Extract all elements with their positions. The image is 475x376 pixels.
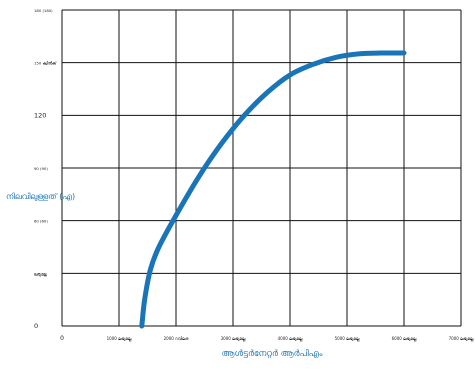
y-tick-label: ലഭ്യമല്ല xyxy=(34,271,47,277)
y-tick-label: 150 ക്വിൽക് xyxy=(34,61,57,66)
x-tick-label: 2000 റവിലര xyxy=(164,336,189,341)
y-axis-label: നിലവിലുള്ളത് (എ) xyxy=(6,192,75,202)
x-tick-label: 7000 ലഭ്യമല്ല xyxy=(449,336,474,342)
grid xyxy=(61,9,462,327)
y-tick-label: 180 (180) xyxy=(34,8,53,13)
y-tick-label: 0 xyxy=(34,322,38,330)
x-tick-label: 4000 ലഭ്യമല്ല xyxy=(278,336,303,342)
x-tick-label: 6000 ലഭ്യമല്ല xyxy=(392,336,417,342)
y-tick-label: 120 xyxy=(34,111,46,119)
x-tick-label: 3000 ലഭ്യമല്ല xyxy=(221,336,246,342)
x-tick-label: 0 xyxy=(60,335,64,342)
current-curve xyxy=(139,50,407,329)
x-tick-label: 5000 ലഭ്യമല്ല xyxy=(335,336,360,342)
x-axis-label: ആൾട്ടർനേറ്റർ ആർപിഎം xyxy=(222,348,323,359)
y-tick-label: 60 (60) xyxy=(34,219,48,224)
y-tick-label: 90 (90) xyxy=(34,166,48,171)
tick-labels: 0 1000 ലഭ്യമല്ല 2000 റവിലര 3000 ലഭ്യമല്ല 400… xyxy=(34,8,474,342)
x-tick-label: 1000 ലഭ്യമല്ല xyxy=(107,336,132,342)
